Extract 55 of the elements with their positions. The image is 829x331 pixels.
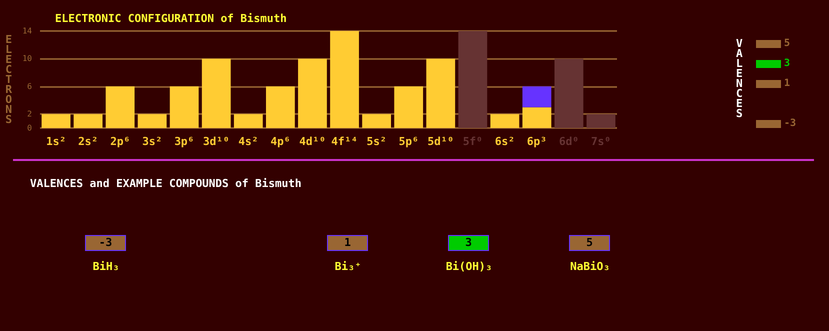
bar <box>394 86 424 128</box>
x-tick-label: 2p⁶ <box>110 135 130 148</box>
chart-title: ELECTRONIC CONFIGURATION of Bismuth <box>55 12 287 25</box>
x-tick-label: 6s² <box>494 135 515 148</box>
x-tick-label: 5d¹⁰ <box>427 135 454 148</box>
bar <box>106 86 135 128</box>
x-tick-label: 5p⁶ <box>398 135 419 148</box>
text: 5 <box>784 38 790 49</box>
category-label: NaBiO₃ <box>569 260 611 273</box>
y-tick-label: 0 <box>27 124 32 132</box>
valence-box: 3 <box>448 235 489 251</box>
bar <box>458 31 488 128</box>
y-tick-label: 6 <box>27 82 32 91</box>
valence-box: 1 <box>327 235 368 251</box>
y-tick-label: 14 <box>22 26 32 36</box>
bar <box>266 86 295 128</box>
bar <box>298 58 327 128</box>
bar <box>362 114 392 128</box>
bar <box>554 58 584 128</box>
bar <box>426 58 456 128</box>
valence-box: 5 <box>569 235 610 251</box>
bar <box>522 107 552 128</box>
x-tick-label: 5s² <box>366 135 387 148</box>
legend-title: VALENCES <box>736 37 743 120</box>
bar <box>234 114 263 128</box>
x-tick-label: 3p⁶ <box>174 135 194 148</box>
valence-box: -3 <box>85 235 126 251</box>
bar <box>330 31 359 128</box>
text: 3 <box>784 58 790 69</box>
category-label: Bi₃⁺ <box>334 260 362 273</box>
y-tick-label: 10 <box>22 54 32 64</box>
bar <box>74 114 103 128</box>
x-tick-label: 2s² <box>78 135 98 148</box>
x-tick-label: 6p³ <box>526 135 547 148</box>
x-tick-label: 4p⁶ <box>270 135 290 148</box>
text: -3 <box>784 118 796 129</box>
x-tick-label: 3s² <box>142 135 162 148</box>
bar <box>42 114 70 128</box>
category-label: Bi(OH)₃ <box>444 260 494 273</box>
bar <box>170 86 199 128</box>
text: VALENCES and EXAMPLE COMPOUNDS of Bismuth <box>30 177 302 190</box>
bar <box>522 86 552 108</box>
y-tick-label: 2 <box>27 110 32 119</box>
bar <box>202 58 231 128</box>
bar <box>138 114 167 128</box>
bar <box>490 114 520 128</box>
x-tick-label: 4f¹⁴ <box>331 135 358 148</box>
text: ELECTRONS <box>5 33 12 126</box>
bar <box>586 114 616 128</box>
category-label: BiH₃ <box>92 260 120 273</box>
x-tick-label: 1s² <box>46 135 66 148</box>
x-tick-label: 4d¹⁰ <box>299 135 326 148</box>
text: 1 <box>784 78 790 89</box>
x-tick-label: 3d¹⁰ <box>203 135 230 148</box>
x-tick-label: 4s² <box>238 135 258 148</box>
